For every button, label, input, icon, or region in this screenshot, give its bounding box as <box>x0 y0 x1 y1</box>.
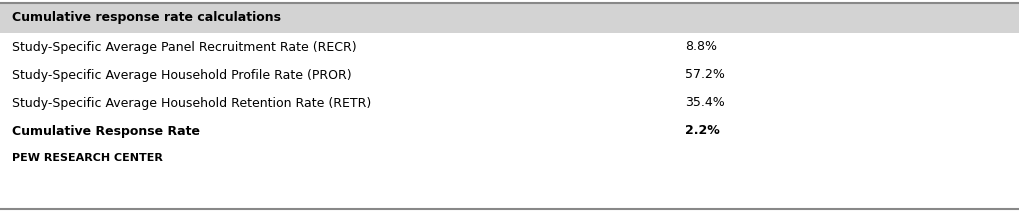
Text: Study-Specific Average Panel Recruitment Rate (RECR): Study-Specific Average Panel Recruitment… <box>12 40 357 53</box>
Text: 57.2%: 57.2% <box>685 68 725 81</box>
Text: Cumulative response rate calculations: Cumulative response rate calculations <box>12 11 281 25</box>
Text: PEW RESEARCH CENTER: PEW RESEARCH CENTER <box>12 153 163 163</box>
Text: 35.4%: 35.4% <box>685 96 725 110</box>
Text: Study-Specific Average Household Retention Rate (RETR): Study-Specific Average Household Retenti… <box>12 96 371 110</box>
Text: Study-Specific Average Household Profile Rate (PROR): Study-Specific Average Household Profile… <box>12 68 352 81</box>
Text: 8.8%: 8.8% <box>685 40 716 53</box>
Text: 2.2%: 2.2% <box>685 124 719 138</box>
Text: Cumulative Response Rate: Cumulative Response Rate <box>12 124 200 138</box>
Bar <box>0 3 1019 33</box>
